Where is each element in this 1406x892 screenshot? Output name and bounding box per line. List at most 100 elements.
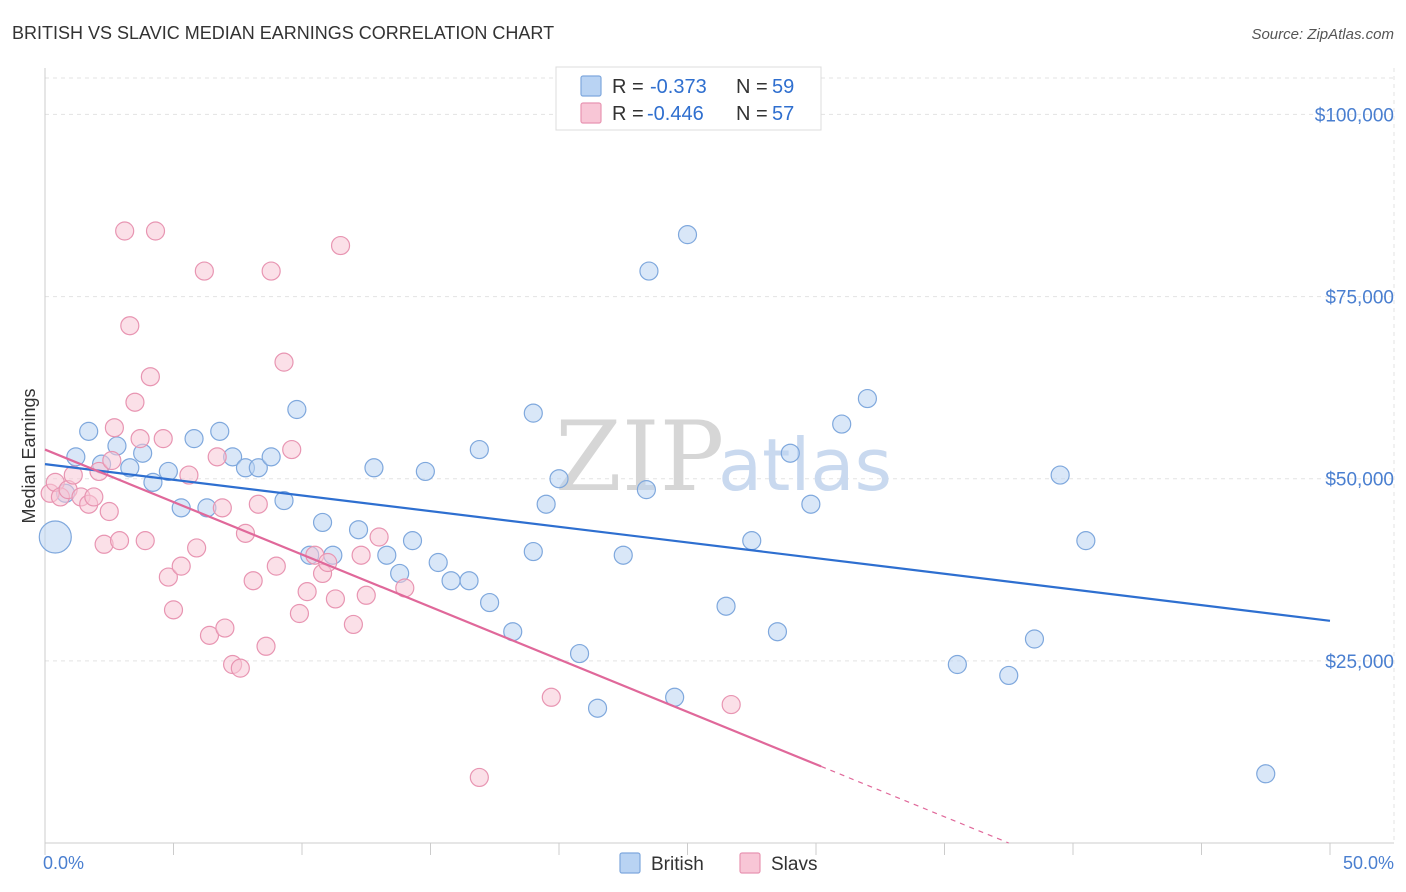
british-point <box>716 596 736 616</box>
series-legend-swatch-british <box>619 852 641 874</box>
slavs-point <box>325 589 346 609</box>
british-point <box>38 520 72 554</box>
y-tick-label-2: $75,000 <box>1325 288 1394 309</box>
slavs-point <box>84 487 104 507</box>
slavs-point <box>63 465 83 485</box>
slavs-point <box>163 600 184 620</box>
slavs-point <box>102 450 122 471</box>
slavs-point <box>135 531 155 551</box>
slavs-point <box>282 439 302 460</box>
slavs-point <box>215 618 235 638</box>
british-point <box>184 429 204 449</box>
y-axis-label: Median Earnings <box>19 388 39 523</box>
slavs-point <box>104 418 124 438</box>
british-point <box>377 545 397 565</box>
legend-r-label-british: R = <box>612 76 644 98</box>
british-point <box>536 494 556 514</box>
british-point <box>549 469 569 489</box>
british-point <box>428 552 448 573</box>
y-tick-label-3: $100,000 <box>1315 105 1394 126</box>
british-point <box>79 421 99 441</box>
british-point <box>523 541 543 562</box>
slavs-point <box>212 498 232 518</box>
british-point <box>767 622 788 642</box>
british-point <box>613 545 633 565</box>
british-point <box>636 480 656 500</box>
legend-n-value-british: 59 <box>772 76 794 98</box>
slavs-point <box>140 367 160 387</box>
stats-legend: R = -0.373 N = 59 R = -0.446 N = 57 <box>555 66 822 131</box>
british-point <box>287 399 307 420</box>
series-legend: British Slavs <box>619 852 817 875</box>
series-legend-label-slavs: Slavs <box>771 854 817 875</box>
trend-lines <box>44 448 1331 844</box>
british-point <box>999 665 1019 686</box>
slavs-point <box>207 447 227 467</box>
slavs-points <box>40 221 741 788</box>
slavs-point <box>115 221 135 241</box>
slavs-point <box>469 767 489 788</box>
british-point <box>261 447 281 467</box>
british-point <box>569 643 590 664</box>
british-point <box>1076 531 1096 551</box>
british-point <box>947 654 967 675</box>
british-point <box>1256 764 1276 784</box>
slavs-point <box>297 582 317 602</box>
british-point <box>120 458 140 478</box>
slavs-trend-line-extension <box>820 765 1009 844</box>
british-point <box>402 531 423 551</box>
axes <box>44 68 1394 855</box>
chart-source: Source: ZipAtlas.com <box>1251 26 1394 43</box>
slavs-point <box>289 603 310 624</box>
series-legend-swatch-slavs <box>739 852 761 874</box>
slavs-point <box>187 538 207 558</box>
watermark-atlas: atlas <box>718 423 892 507</box>
slavs-point <box>369 527 389 547</box>
slavs-point <box>330 235 351 256</box>
british-point <box>742 531 762 551</box>
watermark: ZIP atlas <box>555 401 892 513</box>
slavs-point <box>194 261 214 281</box>
slavs-point <box>541 687 561 707</box>
x-tick-label-right: 50.0% <box>1343 853 1394 873</box>
british-point <box>312 512 333 533</box>
british-point <box>523 403 543 423</box>
legend-r-label-slavs: R = <box>612 103 644 125</box>
british-point <box>587 698 608 718</box>
legend-r-value-british: -0.373 <box>650 76 707 98</box>
british-point <box>158 461 178 482</box>
slavs-point <box>153 429 173 449</box>
series-legend-label-british: British <box>651 854 704 875</box>
slavs-trend-line <box>44 448 822 768</box>
british-point <box>480 592 500 613</box>
british-point <box>801 494 821 514</box>
legend-swatch-slavs <box>580 102 602 124</box>
british-point <box>248 458 268 478</box>
x-tick-label-left: 0.0% <box>43 853 84 873</box>
slavs-point <box>261 261 281 281</box>
slavs-point <box>120 316 140 336</box>
slavs-point <box>351 545 371 565</box>
slavs-point <box>274 352 294 372</box>
british-point <box>348 520 369 540</box>
british-point <box>441 571 461 591</box>
british-point <box>469 439 489 460</box>
legend-n-label-slavs: N = <box>736 103 768 125</box>
british-trend-line <box>44 463 1331 622</box>
british-point <box>857 388 878 409</box>
british-point <box>1024 629 1045 649</box>
british-point <box>1050 465 1070 485</box>
legend-swatch-british <box>580 75 602 97</box>
slavs-point <box>130 429 150 449</box>
slavs-point <box>171 556 191 576</box>
slavs-point <box>266 556 286 576</box>
slavs-point <box>109 531 130 551</box>
slavs-point <box>343 614 363 635</box>
british-point <box>274 490 294 511</box>
slavs-point <box>179 465 199 485</box>
legend-n-value-slavs: 57 <box>772 103 794 125</box>
slavs-point <box>145 221 166 241</box>
slavs-point <box>248 494 268 514</box>
british-point <box>364 458 384 478</box>
